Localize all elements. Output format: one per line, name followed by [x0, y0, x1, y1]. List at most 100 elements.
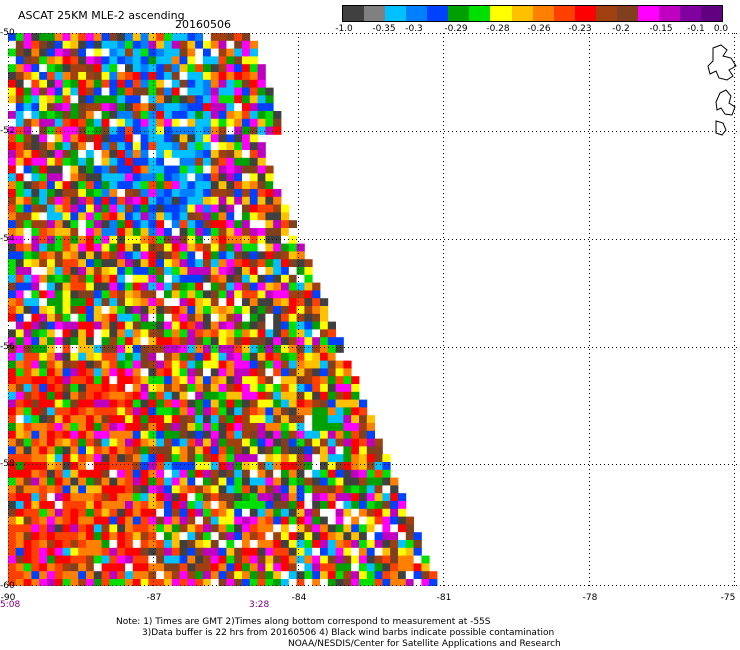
swath-cell [390, 516, 399, 525]
swath-cell [226, 360, 235, 369]
swath-cell [23, 243, 32, 252]
swath-cell [179, 196, 188, 205]
swath-cell [171, 204, 180, 213]
swath-cell [242, 181, 251, 190]
swath-cell [179, 430, 188, 439]
swath-cell [203, 469, 212, 478]
swath-cell [281, 329, 290, 338]
swath-cell [54, 251, 63, 260]
swath-cell [93, 407, 102, 416]
swath-cell [320, 360, 329, 369]
swath-cell [226, 111, 235, 120]
swath-cell [86, 64, 95, 73]
swath-cell [86, 415, 95, 424]
swath-cell [47, 563, 56, 572]
swath-cell [117, 267, 126, 276]
swath-cell [93, 462, 102, 471]
swath-cell [210, 477, 219, 486]
swath-cell [140, 352, 149, 361]
swath-cell [187, 477, 196, 486]
swath-cell [132, 579, 141, 586]
swath-cell [320, 469, 329, 478]
swath-cell [39, 306, 48, 315]
swath-cell [265, 313, 274, 322]
swath-cell [195, 79, 204, 88]
swath-cell [8, 415, 17, 424]
swath-cell [242, 267, 251, 276]
swath-cell [140, 150, 149, 159]
swath-cell [93, 298, 102, 307]
swath-cell [374, 438, 383, 447]
swath-cell [249, 267, 258, 276]
swath-cell [304, 345, 313, 354]
swath-cell [288, 524, 297, 533]
swath-cell [62, 274, 71, 283]
swath-cell [93, 485, 102, 494]
swath-cell [374, 508, 383, 517]
swath-cell [101, 95, 110, 104]
swath-cell [320, 547, 329, 556]
swath-cell [15, 173, 24, 182]
swath-cell [374, 469, 383, 478]
swath-cell [203, 415, 212, 424]
swath-cell [179, 501, 188, 510]
swath-cell [164, 220, 173, 229]
swath-cell [249, 313, 258, 322]
swath-cell [249, 540, 258, 549]
swath-cell [304, 384, 313, 393]
swath-cell [171, 360, 180, 369]
swath-cell [218, 56, 227, 65]
swath-cell [257, 196, 266, 205]
swath-cell [117, 391, 126, 400]
swath-cell [109, 563, 118, 572]
swath-cell [117, 516, 126, 525]
swath-cell [265, 204, 274, 213]
swath-cell [195, 243, 204, 252]
swath-cell [359, 446, 368, 455]
swath-cell [125, 540, 134, 549]
swath-cell [132, 391, 141, 400]
swath-cell [226, 454, 235, 463]
swath-cell [171, 524, 180, 533]
swath-cell [296, 532, 305, 541]
swath-cell [242, 64, 251, 73]
swath-cell [288, 259, 297, 268]
swath-cell [164, 454, 173, 463]
swath-cell [320, 345, 329, 354]
swath-cell [117, 376, 126, 385]
swath-cell [70, 423, 79, 432]
swath-cell [62, 72, 71, 81]
swath-cell [132, 290, 141, 299]
swath-cell [179, 524, 188, 533]
swath-cell [242, 508, 251, 517]
swath-cell [132, 508, 141, 517]
swath-cell [171, 298, 180, 307]
swath-cell [296, 407, 305, 416]
swath-cell [296, 501, 305, 510]
swath-cell [47, 173, 56, 182]
swath-cell [234, 274, 243, 283]
swath-cell [312, 423, 321, 432]
swath-cell [125, 48, 134, 57]
swath-cell [31, 571, 40, 580]
swath-cell [8, 368, 17, 377]
swath-cell [47, 111, 56, 120]
swath-cell [242, 579, 251, 586]
swath-cell [210, 579, 219, 586]
swath-cell [304, 454, 313, 463]
swath-cell [148, 493, 157, 502]
swath-cell [8, 345, 17, 354]
swath-cell [125, 384, 134, 393]
swath-cell [203, 134, 212, 143]
swath-cell [249, 87, 258, 96]
swath-cell [335, 438, 344, 447]
swath-cell [15, 204, 24, 213]
swath-cell [109, 430, 118, 439]
swath-cell [296, 251, 305, 260]
swath-cell [179, 438, 188, 447]
swath-cell [132, 313, 141, 322]
swath-cell [78, 508, 87, 517]
swath-cell [195, 150, 204, 159]
swath-cell [343, 485, 352, 494]
swath-cell [70, 157, 79, 166]
